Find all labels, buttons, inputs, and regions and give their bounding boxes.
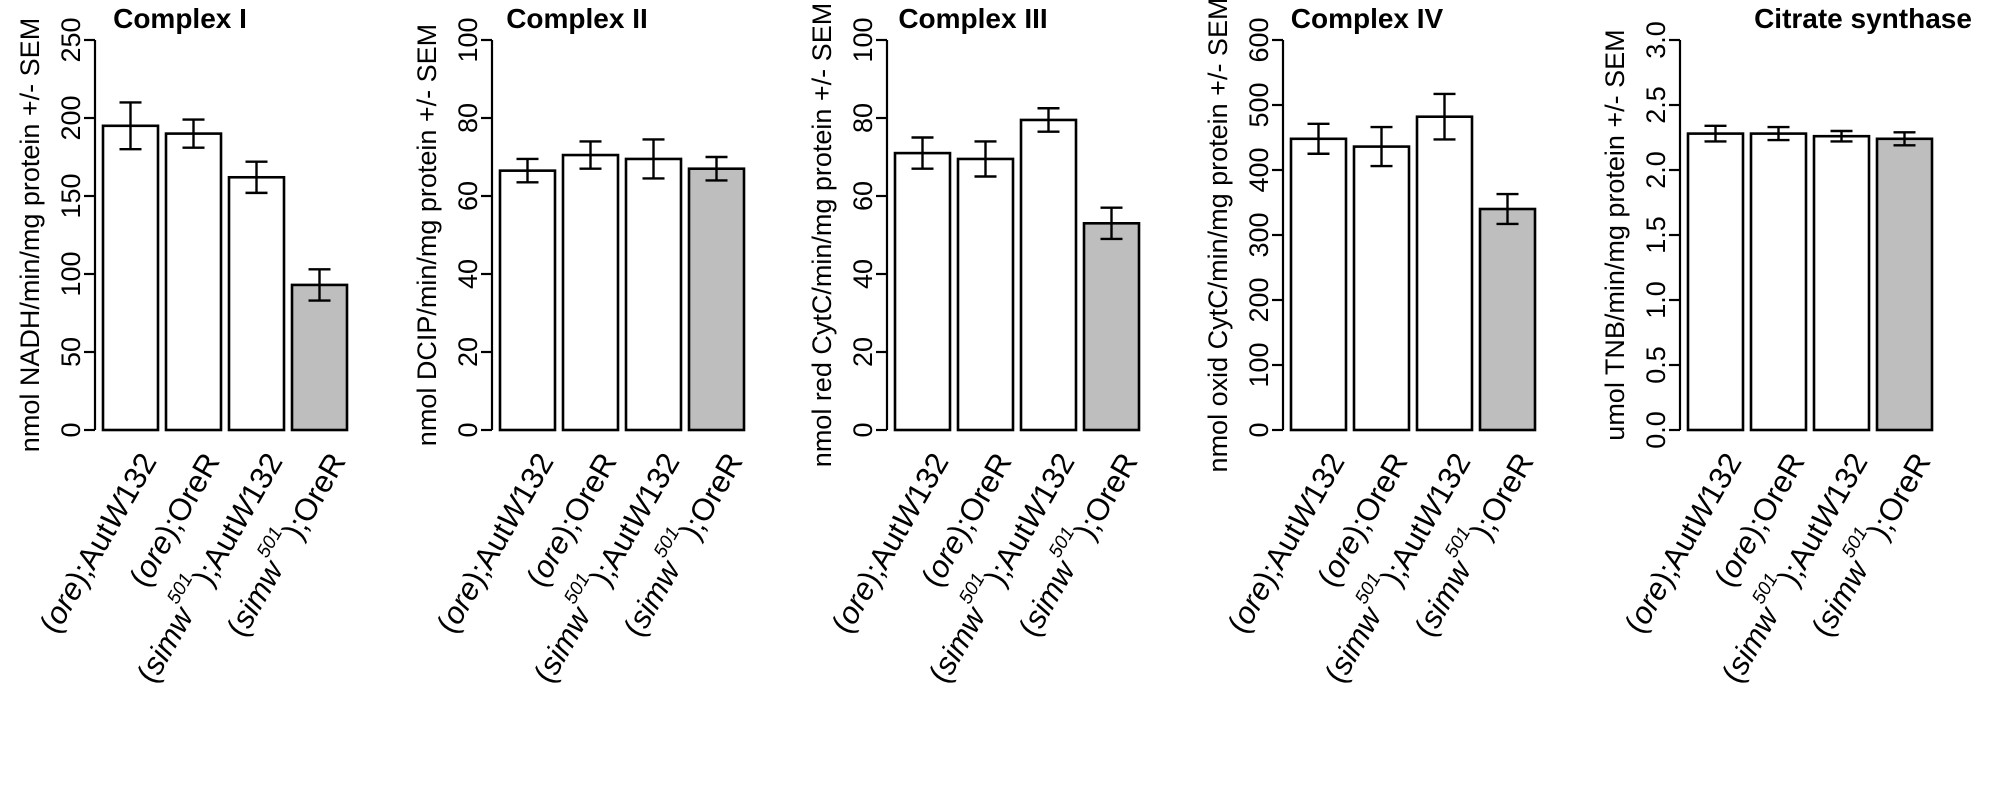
bar <box>290 283 349 432</box>
y-tick-label: 100 <box>56 251 86 296</box>
bar <box>1875 137 1934 432</box>
panel-5: Citrate synthase 0.0 0.5 1.0 1.5 2.0 2.5 3.0 umo… <box>1600 3 1972 689</box>
y-tick-label: 0.5 <box>1641 346 1671 384</box>
y-tick-label: 100 <box>1244 342 1274 387</box>
y-tick-label: 2.5 <box>1641 86 1671 124</box>
y-tick-label: 80 <box>848 103 878 133</box>
panel-3: Complex III 0 20 40 60 80 100 nmol red CytC/min… <box>807 3 1145 689</box>
bar <box>561 153 620 432</box>
bar <box>956 157 1015 432</box>
bar <box>1082 222 1141 432</box>
panel-2: Complex II 0 20 40 60 80 100 nmol DCIP/min/mg p… <box>412 3 750 689</box>
bar <box>1352 145 1411 432</box>
panel-1: Complex I 0 50 100 150 200 250 nmol NADH/min/mg… <box>15 3 353 689</box>
y-tick-label: 100 <box>848 17 878 62</box>
y-tick-label: 0.0 <box>1641 411 1671 449</box>
y-tick-label: 1.5 <box>1641 216 1671 254</box>
y-tick-label: 60 <box>453 181 483 211</box>
y-axis-label: nmol NADH/min/mg protein +/- SEM <box>15 18 45 452</box>
y-tick-label: 50 <box>56 337 86 367</box>
y-tick-label: 2.0 <box>1641 151 1671 189</box>
y-tick-label: 3.0 <box>1641 21 1671 59</box>
y-tick-label: 600 <box>1244 17 1274 62</box>
y-tick-label: 20 <box>848 337 878 367</box>
x-tick-label: (simw501);AutW132 <box>520 443 687 689</box>
y-tick-label: 0 <box>56 422 86 437</box>
chart-title: Complex I <box>113 3 247 34</box>
y-tick-label: 0 <box>848 422 878 437</box>
y-tick-label: 500 <box>1244 82 1274 127</box>
y-axis-label: umol TNB/min/mg protein +/- SEM <box>1600 29 1630 440</box>
bar <box>1749 132 1808 432</box>
bar <box>624 157 683 432</box>
y-axis-label: nmol red CytC/min/mg protein +/- SEM <box>807 3 837 467</box>
y-tick-label: 200 <box>56 95 86 140</box>
y-tick-label: 40 <box>848 259 878 289</box>
y-axis-label: nmol oxid CytC/min/mg protein +/- SEM <box>1203 0 1233 472</box>
bar <box>1019 118 1078 432</box>
y-tick-label: 150 <box>56 173 86 218</box>
y-tick-label: 250 <box>56 17 86 62</box>
bar <box>1686 132 1745 432</box>
bar <box>101 124 160 432</box>
chart-title: Complex II <box>506 3 648 34</box>
bar <box>893 151 952 432</box>
bar <box>1415 115 1474 432</box>
y-tick-label: 1.0 <box>1641 281 1671 319</box>
y-tick-label: 20 <box>453 337 483 367</box>
chart-title: Complex IV <box>1291 3 1444 34</box>
y-tick-label: 300 <box>1244 212 1274 257</box>
y-tick-label: 80 <box>453 103 483 133</box>
bar <box>498 169 557 432</box>
y-tick-label: 400 <box>1244 147 1274 192</box>
panel-4: Complex IV 0 100 200 300 400 500 600 nmol oxid C… <box>1203 0 1541 689</box>
y-tick-label: 0 <box>1244 422 1274 437</box>
chart-title: Citrate synthase <box>1754 3 1972 34</box>
y-tick-label: 200 <box>1244 277 1274 322</box>
y-tick-label: 40 <box>453 259 483 289</box>
y-tick-label: 60 <box>848 181 878 211</box>
bar <box>687 167 746 432</box>
y-axis-label: nmol DCIP/min/mg protein +/- SEM <box>412 24 442 446</box>
bar <box>164 132 223 432</box>
bar <box>1289 137 1348 432</box>
bar <box>1812 134 1871 432</box>
chart-title: Complex III <box>898 3 1047 34</box>
bar <box>1478 207 1537 432</box>
y-tick-label: 0 <box>453 422 483 437</box>
bar <box>227 175 286 432</box>
y-tick-label: 100 <box>453 17 483 62</box>
